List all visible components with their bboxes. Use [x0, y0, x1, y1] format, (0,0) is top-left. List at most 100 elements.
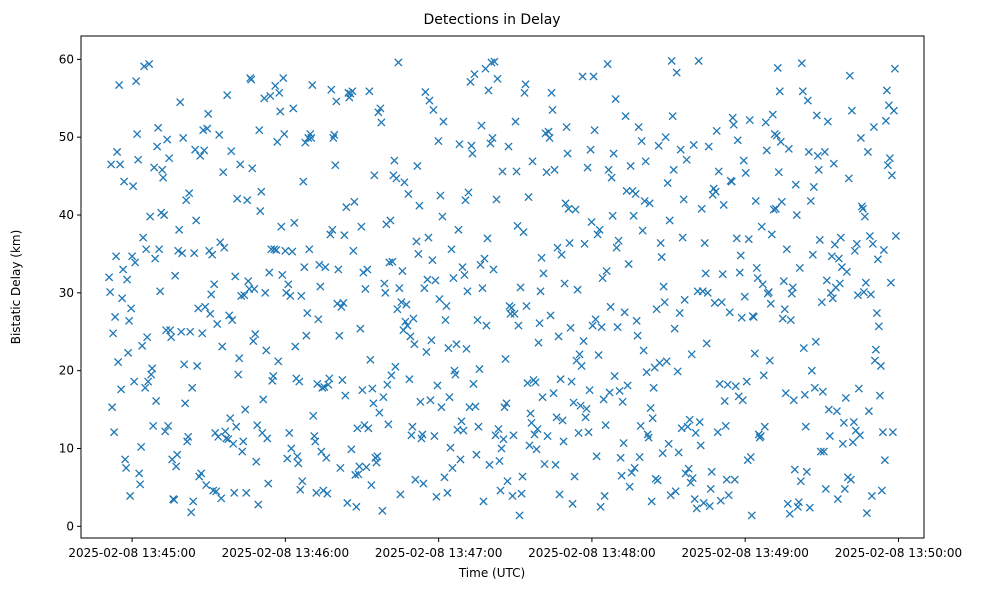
data-point	[813, 151, 822, 160]
data-point	[545, 133, 554, 143]
data-point	[789, 396, 798, 405]
data-point	[402, 300, 411, 309]
data-point	[777, 197, 786, 206]
data-point	[701, 269, 710, 278]
data-point	[635, 452, 644, 462]
data-point	[377, 118, 386, 127]
data-point	[833, 495, 842, 504]
data-point	[461, 196, 470, 205]
data-point	[761, 118, 770, 127]
data-point	[140, 62, 149, 71]
data-point	[425, 96, 434, 105]
data-point	[593, 230, 602, 239]
data-point	[731, 382, 740, 391]
data-point	[794, 498, 803, 507]
data-point	[483, 234, 492, 243]
data-point	[499, 435, 508, 444]
data-point	[603, 59, 612, 69]
data-point	[622, 186, 631, 195]
data-point	[192, 216, 201, 225]
data-point	[538, 393, 547, 402]
data-point	[264, 479, 273, 488]
data-point	[260, 94, 269, 103]
data-point	[504, 142, 513, 151]
data-point	[331, 161, 340, 170]
data-point	[887, 171, 896, 180]
data-point	[741, 168, 750, 178]
data-point	[149, 421, 158, 430]
data-point	[602, 266, 611, 276]
plot-frame	[80, 35, 925, 539]
data-point	[165, 154, 174, 163]
data-point	[148, 364, 157, 373]
data-point	[487, 58, 496, 67]
data-point	[727, 177, 736, 186]
data-point	[640, 196, 649, 206]
data-point	[692, 504, 701, 513]
data-point	[390, 156, 399, 165]
data-point	[130, 377, 139, 386]
data-point	[381, 288, 390, 297]
data-point	[657, 252, 666, 262]
data-point	[607, 173, 616, 182]
data-point	[404, 189, 413, 199]
data-point	[577, 361, 586, 371]
data-point	[250, 284, 259, 294]
data-point	[710, 298, 719, 308]
data-point	[454, 225, 463, 234]
data-point	[349, 246, 358, 255]
data-point	[207, 290, 216, 299]
data-point	[792, 210, 801, 220]
data-point	[223, 91, 232, 100]
data-point	[290, 218, 299, 227]
data-point	[834, 254, 843, 263]
data-point	[817, 298, 826, 307]
data-point	[494, 424, 503, 434]
data-point	[341, 391, 350, 400]
data-point	[348, 87, 357, 96]
data-point	[441, 316, 450, 325]
data-point	[783, 499, 792, 508]
data-point	[751, 196, 760, 206]
data-point	[174, 246, 183, 255]
data-point	[558, 416, 567, 425]
data-point	[388, 257, 397, 266]
data-point	[604, 165, 613, 174]
data-point	[158, 165, 167, 174]
data-point	[668, 112, 677, 121]
data-point	[612, 243, 621, 252]
data-point	[369, 399, 378, 408]
data-point	[531, 378, 540, 387]
data-point	[163, 135, 172, 144]
data-point	[294, 459, 303, 468]
data-point	[625, 482, 634, 491]
data-point	[288, 247, 297, 256]
data-point	[446, 443, 455, 452]
data-point	[871, 345, 880, 354]
data-point	[720, 396, 729, 406]
data-point	[180, 360, 189, 369]
data-point	[340, 231, 349, 240]
data-point	[352, 502, 361, 511]
data-point	[848, 438, 857, 447]
data-point	[351, 470, 360, 480]
data-point	[521, 80, 530, 89]
data-point	[807, 366, 816, 375]
data-point	[533, 424, 542, 434]
data-point	[440, 473, 449, 482]
data-point	[767, 230, 776, 239]
data-point	[721, 421, 730, 430]
data-point	[861, 278, 870, 287]
x-tick-label: 2025-02-08 13:46:00	[222, 546, 349, 560]
data-point	[829, 159, 838, 168]
data-point	[801, 422, 810, 431]
data-point	[874, 322, 883, 331]
data-point	[323, 489, 332, 498]
data-point	[173, 450, 182, 459]
y-axis-label: Bistatic Delay (km)	[9, 230, 23, 345]
data-point	[501, 354, 510, 364]
data-point	[117, 385, 126, 394]
data-point	[510, 309, 519, 318]
data-point	[170, 495, 179, 504]
data-point	[775, 87, 784, 96]
